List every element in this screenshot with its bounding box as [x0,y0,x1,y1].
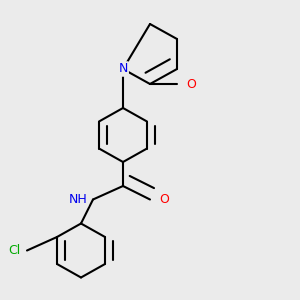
Text: Cl: Cl [9,244,21,257]
Text: NH: NH [68,193,87,206]
Text: O: O [159,193,169,206]
Text: O: O [186,77,196,91]
Text: N: N [118,62,128,76]
